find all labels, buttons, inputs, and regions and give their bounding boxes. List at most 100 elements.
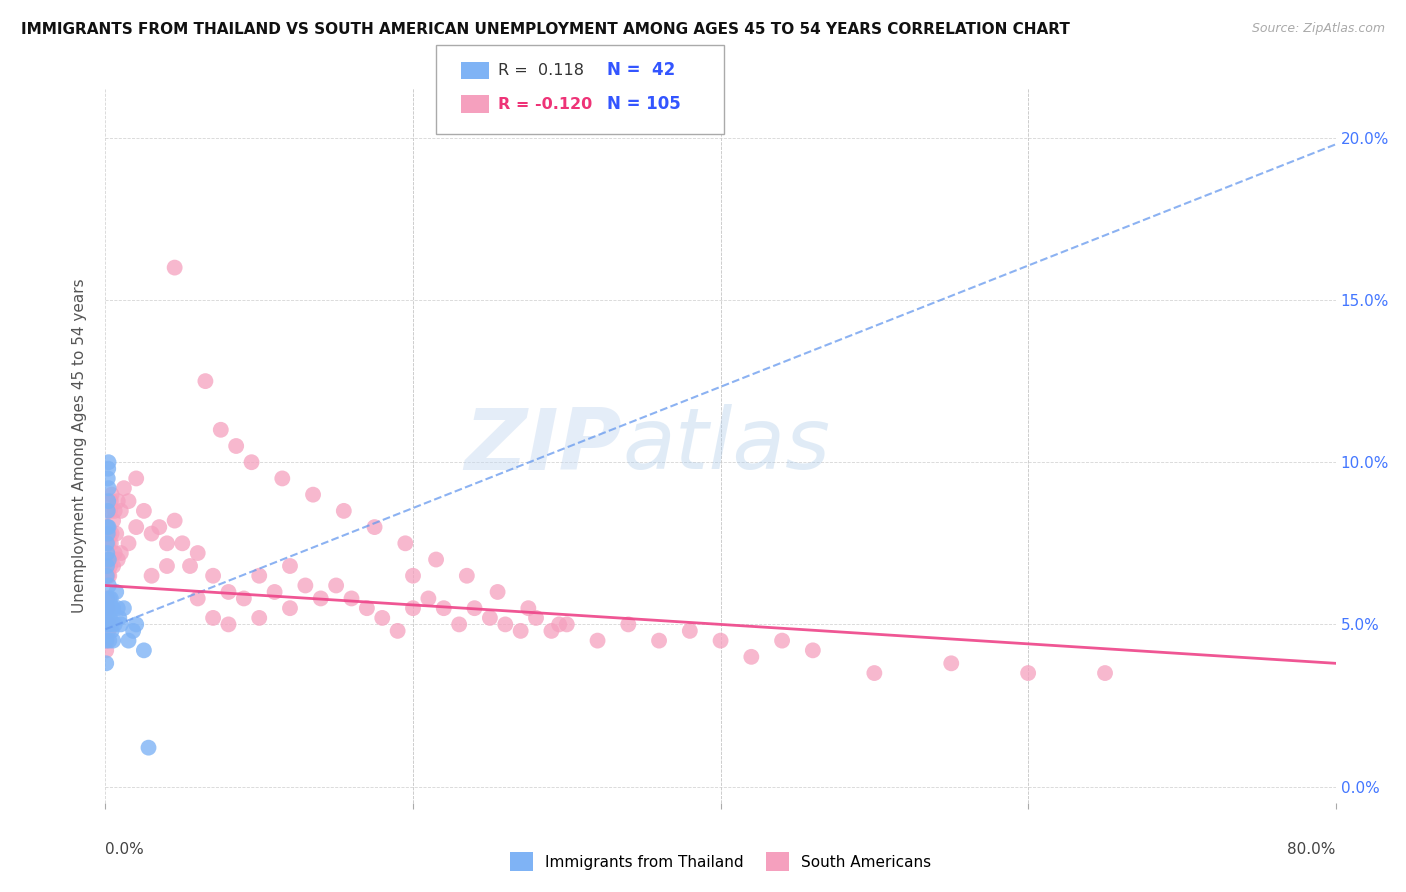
Point [97,481,120,495]
Point [98,568,121,582]
Point [387,624,409,638]
Point [679,624,702,638]
Point [96,657,118,671]
Point [555,617,578,632]
Point [187,546,209,560]
Point [710,633,733,648]
Point [263,585,285,599]
Point [97,624,120,638]
Point [278,601,301,615]
Point [110,546,132,560]
Point [148,520,170,534]
Point [486,585,509,599]
Point [97,461,120,475]
Point [941,657,963,671]
Point [110,504,132,518]
Point [96,633,118,648]
Point [163,514,186,528]
Point [117,633,139,648]
Point [117,536,139,550]
Point [494,617,516,632]
Point [97,494,120,508]
Point [105,526,128,541]
Point [141,526,163,541]
Point [97,552,120,566]
Y-axis label: Unemployment Among Ages 45 to 54 years: Unemployment Among Ages 45 to 54 years [72,278,87,614]
Text: atlas: atlas [621,404,830,488]
Point [105,585,128,599]
Point [125,617,148,632]
Point [156,536,179,550]
Point [96,546,118,560]
Text: N =  42: N = 42 [607,62,676,79]
Point [98,591,121,606]
Point [402,568,425,582]
Point [98,504,121,518]
Point [98,559,121,574]
Point [107,601,129,615]
Legend: Immigrants from Thailand, South Americans: Immigrants from Thailand, South American… [503,847,938,877]
Point [394,536,416,550]
Point [363,520,385,534]
Point [100,601,122,615]
Point [433,601,456,615]
Point [202,568,225,582]
Point [96,568,118,582]
Point [740,649,762,664]
Point [98,633,121,648]
Point [101,601,124,615]
Point [96,568,118,582]
Point [98,617,121,632]
Point [96,591,118,606]
Point [132,643,155,657]
Point [108,611,131,625]
Point [122,624,145,638]
Point [163,260,186,275]
Point [617,617,640,632]
Point [96,559,118,574]
Point [100,488,122,502]
Point [96,601,118,615]
Point [96,520,118,534]
Point [96,643,118,657]
Point [97,601,120,615]
Point [100,617,122,632]
Point [125,520,148,534]
Point [548,617,571,632]
Point [218,617,240,632]
Point [96,633,118,648]
Point [863,666,886,681]
Point [100,536,122,550]
Point [294,578,316,592]
Point [509,624,531,638]
Point [271,471,294,485]
Point [179,559,201,574]
Point [101,514,124,528]
Point [202,611,225,625]
Point [96,536,118,550]
Text: ZIP: ZIP [464,404,621,488]
Point [1017,666,1039,681]
Text: R = -0.120: R = -0.120 [498,97,592,112]
Point [100,526,122,541]
Point [112,481,135,495]
Point [98,611,121,625]
Text: IMMIGRANTS FROM THAILAND VS SOUTH AMERICAN UNEMPLOYMENT AMONG AGES 45 TO 54 YEAR: IMMIGRANTS FROM THAILAND VS SOUTH AMERIC… [21,22,1070,37]
Point [138,740,160,755]
Point [187,591,209,606]
Point [478,611,501,625]
Point [125,471,148,485]
Point [1094,666,1116,681]
Point [247,611,270,625]
Point [801,643,824,657]
Point [449,617,471,632]
Point [97,617,120,632]
Point [278,559,301,574]
Point [98,601,121,615]
Point [371,611,394,625]
Point [402,601,425,615]
Text: N = 105: N = 105 [607,95,681,113]
Point [240,455,263,469]
Point [96,601,118,615]
Point [97,578,120,592]
